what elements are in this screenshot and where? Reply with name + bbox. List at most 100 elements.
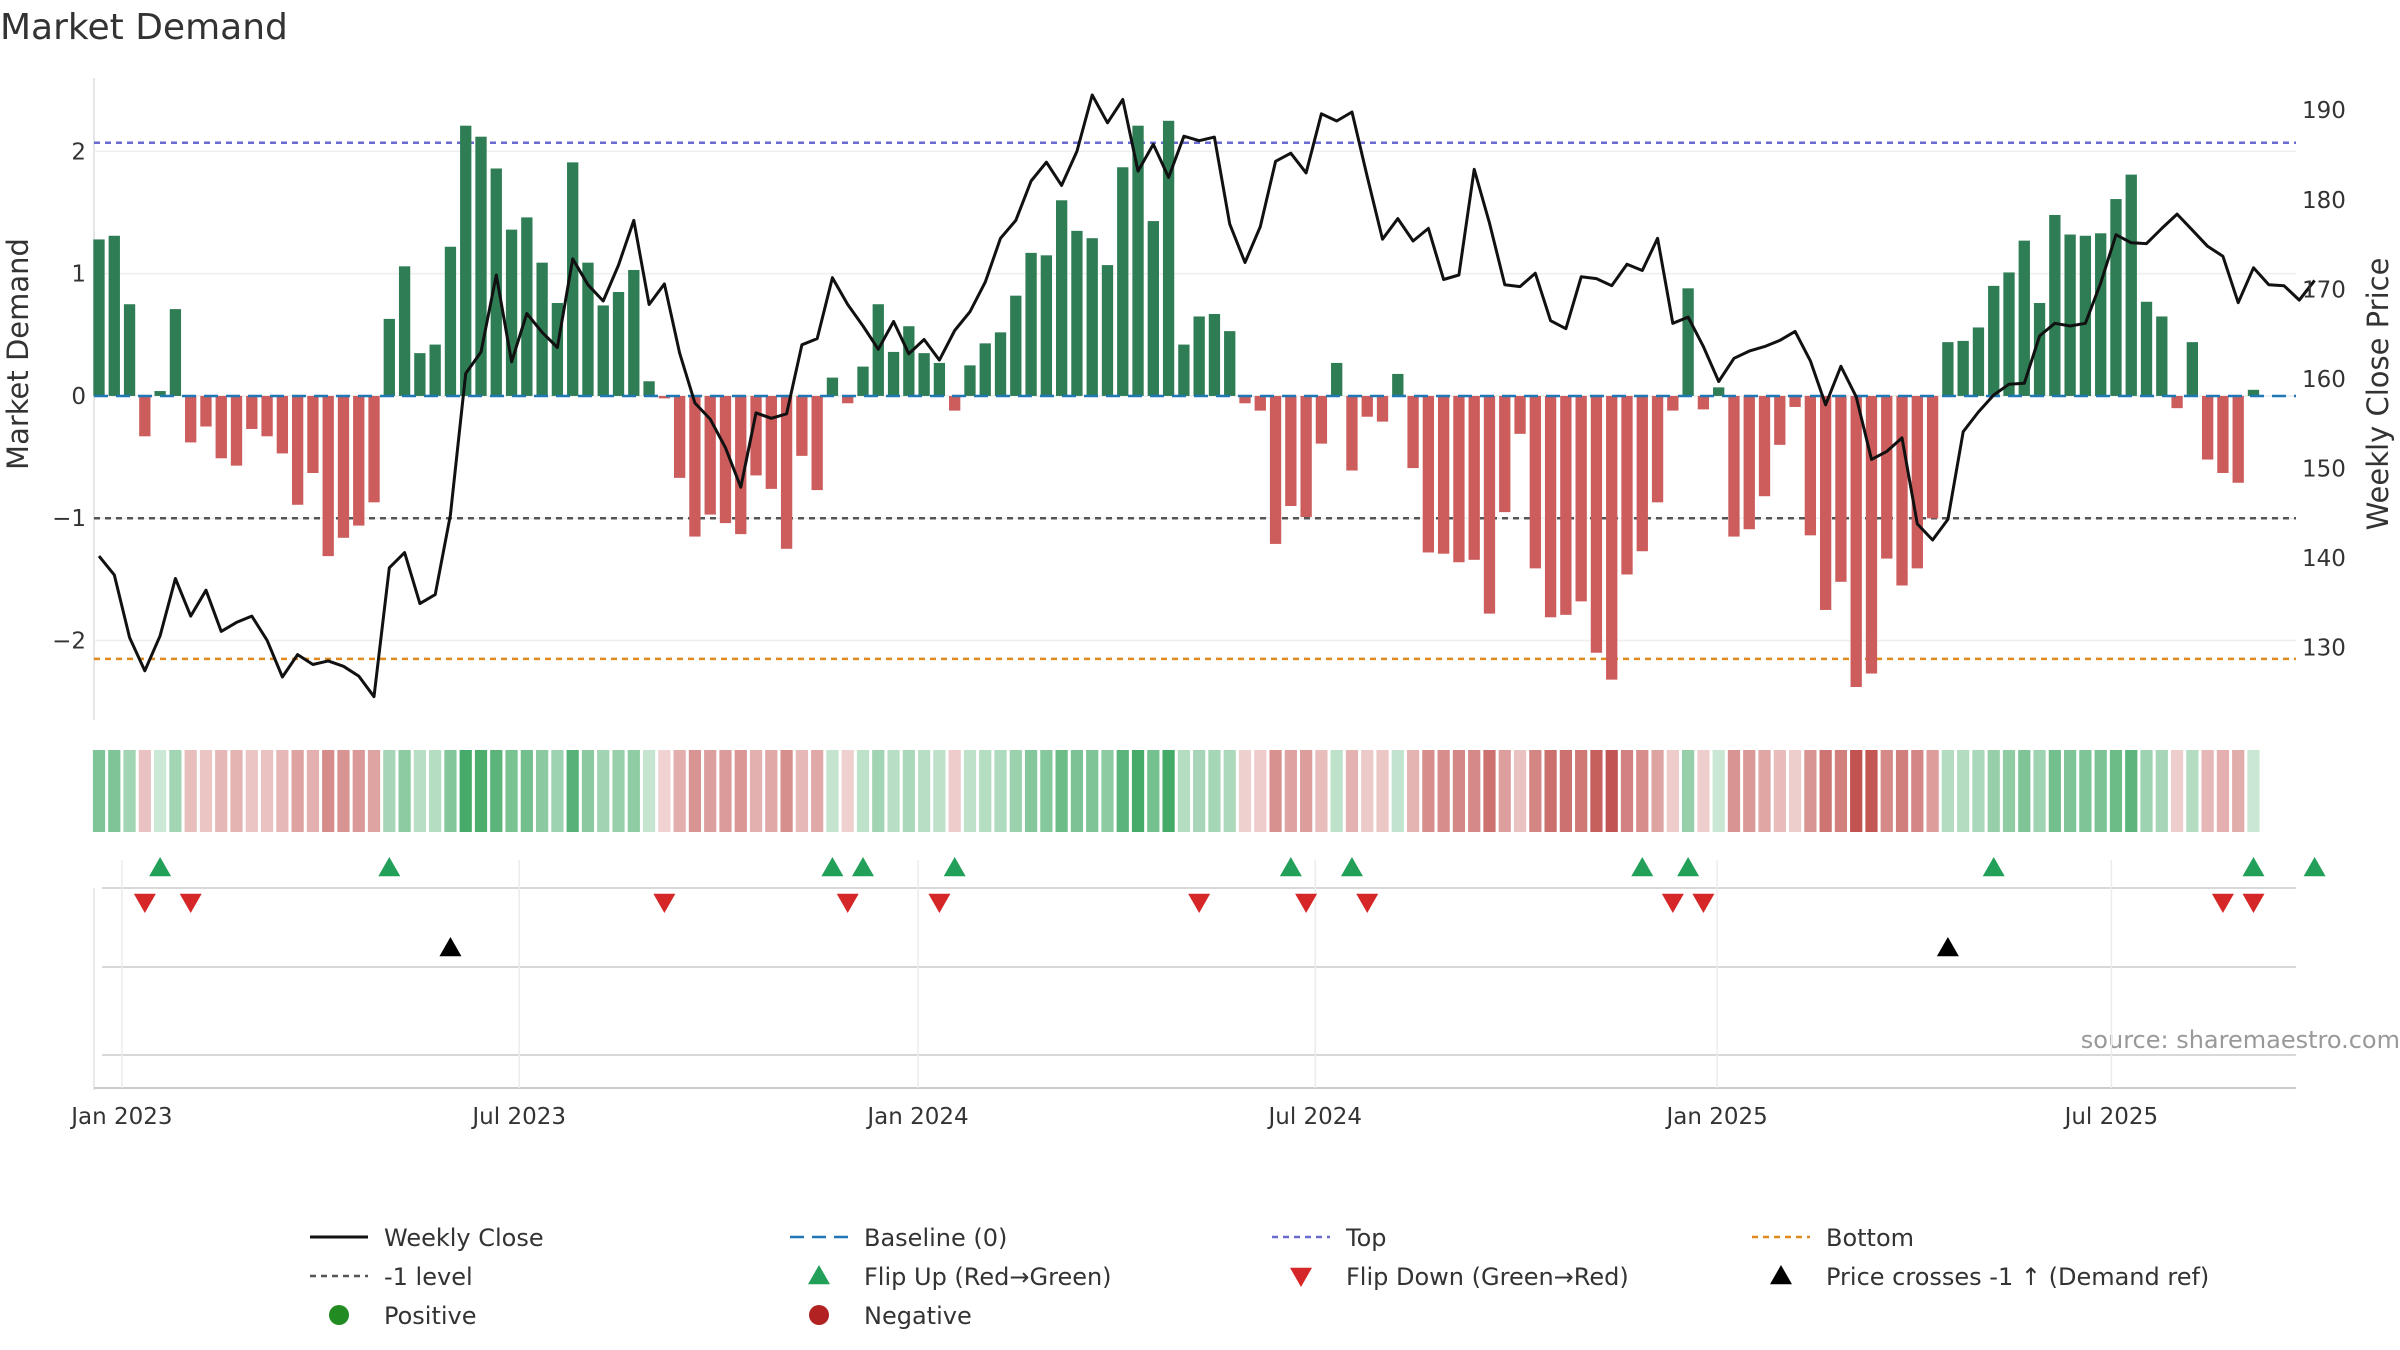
demand-bar-negative [1483, 395, 1496, 614]
signal-markers [133, 857, 2326, 957]
heat-cell [2201, 750, 2214, 832]
demand-bar-positive [1147, 221, 1159, 396]
heat-cell [1177, 750, 1190, 832]
heat-cell [1024, 750, 1038, 832]
price-cross-marker [1936, 937, 1959, 957]
heat-cell [1972, 750, 1985, 832]
demand-bar-negative [1529, 395, 1541, 569]
grid-lines [94, 150, 2296, 1088]
demand-bar-negative [1896, 395, 1908, 586]
demand-bar-negative [185, 395, 197, 443]
flip-up-marker [1340, 857, 1363, 877]
demand-bar-positive [597, 305, 609, 396]
demand-bar-negative [1590, 395, 1603, 653]
demand-bar-positive [582, 262, 594, 396]
heat-cell [2247, 750, 2260, 832]
legend-label: Negative [864, 1302, 972, 1330]
demand-bar-positive [2110, 199, 2122, 396]
demand-bar-negative [200, 395, 212, 427]
demand-bar-positive [933, 362, 946, 396]
heat-cell [215, 750, 228, 832]
legend-label: -1 level [384, 1263, 473, 1291]
legend-label: Flip Down (Green→Red) [1346, 1263, 1629, 1291]
demand-bar-positive [2247, 389, 2260, 396]
demand-bar-negative [1376, 395, 1389, 422]
heat-cell [1941, 750, 1954, 832]
flip-down-marker [133, 893, 156, 913]
heat-cell [413, 750, 426, 832]
heat-cell [1208, 750, 1221, 832]
heat-cell [1590, 750, 1603, 832]
demand-bar-positive [1010, 295, 1022, 396]
heat-cell [383, 750, 396, 832]
source-note: source: sharemaestro.com [2081, 1026, 2400, 1054]
heat-cell [719, 750, 732, 832]
demand-bar-negative [842, 395, 854, 404]
demand-bar-positive [154, 391, 166, 396]
demand-bar-negative [1285, 395, 1297, 506]
demand-bar-negative [1300, 395, 1312, 518]
legend-label: Positive [384, 1302, 477, 1330]
demand-bar-negative [658, 395, 671, 399]
demand-bar-positive [93, 239, 105, 396]
flip-down-marker [1188, 893, 1211, 913]
demand-bar-positive [979, 343, 991, 396]
heat-cell [2125, 750, 2138, 832]
heat-cell [918, 750, 931, 832]
demand-bar-positive [903, 326, 915, 396]
heat-cell [734, 750, 747, 832]
demand-bar-positive [505, 229, 518, 396]
demand-bar-negative [215, 395, 227, 459]
heat-cell [673, 750, 686, 832]
flip-up-marker [2303, 857, 2326, 877]
x-tick-label: Jan 2025 [1664, 1104, 1767, 1130]
demand-bar-positive [857, 366, 869, 396]
demand-bar-negative [307, 395, 319, 473]
demand-bar-positive [628, 269, 640, 396]
heat-cell [704, 750, 717, 832]
heat-cell [245, 750, 258, 832]
heat-cell [1620, 750, 1634, 832]
heat-cell [1911, 750, 1924, 832]
demand-bar-positive [2064, 234, 2076, 396]
demand-bar-positive [398, 266, 411, 396]
heat-cell [856, 750, 870, 832]
heat-cell [1468, 750, 1481, 832]
x-tick-label: Jan 2023 [69, 1104, 172, 1130]
heat-cell [2109, 750, 2123, 832]
demand-bar-positive [1972, 327, 1985, 396]
heat-cell [811, 750, 824, 832]
heat-cell [1636, 750, 1649, 832]
heat-cell [1300, 750, 1313, 832]
demand-bar-negative [1819, 395, 1832, 610]
heat-cell [1987, 750, 2000, 832]
demand-bar-positive [1331, 362, 1343, 396]
demand-bar-negative [1743, 395, 1755, 530]
heat-cell [1070, 750, 1084, 832]
heat-cell [749, 750, 763, 832]
demand-bar-negative [322, 395, 334, 557]
legend-swatch-flip-up [808, 1265, 830, 1285]
demand-bar-negative [1651, 395, 1664, 503]
demand-bar-positive [1224, 331, 1236, 396]
heat-cell [398, 750, 411, 832]
flip-down-marker [1692, 893, 1715, 913]
heat-cell [154, 750, 167, 832]
heat-cell [642, 750, 656, 832]
demand-bar-negative [1881, 395, 1893, 559]
demand-bar-positive [551, 303, 564, 396]
heat-cell [276, 750, 289, 832]
flip-up-marker [1279, 857, 1302, 877]
demand-bar-negative [230, 395, 243, 466]
heat-cell [1513, 750, 1527, 832]
flip-down-marker [836, 893, 859, 913]
y2-tick-label: 190 [2302, 98, 2346, 124]
demand-bar-negative [1636, 395, 1648, 552]
heat-cell [994, 750, 1007, 832]
demand-bar-positive [2049, 214, 2061, 396]
heat-cell [367, 750, 381, 832]
heat-cell [2232, 750, 2245, 832]
heat-cell [1040, 750, 1053, 832]
x-tick-label: Jul 2023 [470, 1104, 566, 1130]
legend: Weekly Close Baseline (0) Top Bottom -1 leve… [310, 1224, 2209, 1330]
